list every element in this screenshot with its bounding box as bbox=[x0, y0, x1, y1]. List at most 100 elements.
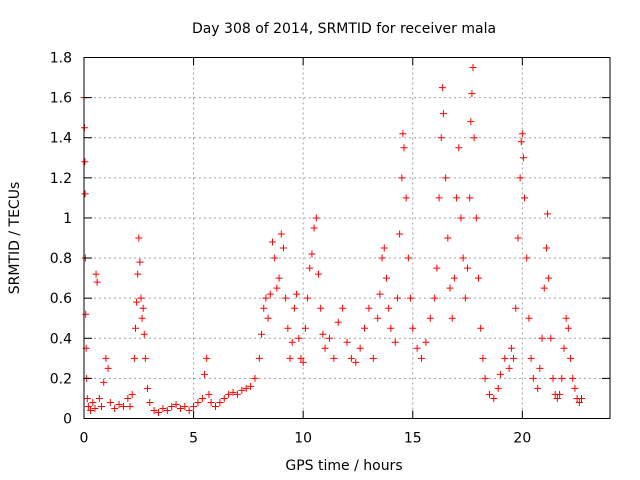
data-point bbox=[220, 394, 228, 402]
x-tick-label: 0 bbox=[80, 431, 89, 447]
data-point bbox=[507, 344, 515, 352]
data-point bbox=[426, 314, 434, 322]
data-point bbox=[207, 398, 215, 406]
data-point bbox=[137, 294, 145, 302]
y-tick-label: 0.2 bbox=[50, 371, 72, 387]
grid bbox=[84, 57, 610, 419]
data-point bbox=[457, 214, 465, 222]
data-point bbox=[562, 314, 570, 322]
data-point bbox=[569, 374, 577, 382]
data-point bbox=[490, 394, 498, 402]
data-point bbox=[393, 294, 401, 302]
data-point bbox=[479, 354, 487, 362]
data-point bbox=[448, 314, 456, 322]
data-point bbox=[308, 250, 316, 258]
y-tick-label: 0 bbox=[63, 412, 72, 428]
data-point bbox=[560, 344, 568, 352]
data-point bbox=[467, 118, 475, 126]
data-point bbox=[398, 174, 406, 182]
data-point bbox=[290, 304, 298, 312]
data-point bbox=[150, 406, 158, 414]
data-point bbox=[104, 364, 112, 372]
x-tick-label: 15 bbox=[404, 431, 422, 447]
y-tick-label: 1.8 bbox=[50, 51, 72, 67]
data-point bbox=[540, 284, 548, 292]
data-point bbox=[176, 404, 184, 412]
data-point bbox=[433, 264, 441, 272]
data-point bbox=[198, 394, 206, 402]
axis-ticks: 0 0.2 0.4 0.6 0.8 1 1.2 1.4 1.6 1.8 0 5 10 15 20 bbox=[50, 51, 610, 447]
data-point bbox=[343, 338, 351, 346]
data-point bbox=[361, 324, 369, 332]
y-tick-label: 1.4 bbox=[50, 131, 72, 147]
data-point bbox=[477, 324, 485, 332]
data-point bbox=[136, 258, 144, 266]
data-point bbox=[304, 294, 312, 302]
data-point bbox=[450, 274, 458, 282]
data-point bbox=[422, 338, 430, 346]
data-point bbox=[538, 334, 546, 342]
data-point bbox=[163, 406, 171, 414]
data-point bbox=[295, 334, 303, 342]
data-point bbox=[95, 394, 103, 402]
data-point bbox=[347, 354, 355, 362]
data-point bbox=[297, 354, 305, 362]
data-point bbox=[339, 304, 347, 312]
y-tick-label: 1.2 bbox=[50, 171, 72, 187]
data-point bbox=[93, 278, 101, 286]
data-point bbox=[459, 254, 467, 262]
data-point bbox=[258, 330, 266, 338]
x-tick-label: 5 bbox=[189, 431, 198, 447]
data-point bbox=[98, 402, 106, 410]
data-point bbox=[141, 354, 149, 362]
data-point bbox=[233, 390, 241, 398]
data-point bbox=[203, 354, 211, 362]
data-point bbox=[84, 402, 92, 410]
data-series bbox=[80, 64, 586, 416]
data-point bbox=[89, 398, 97, 406]
data-point bbox=[334, 318, 342, 326]
data-point bbox=[481, 374, 489, 382]
data-point bbox=[168, 402, 176, 410]
y-tick-label: 1.6 bbox=[50, 91, 72, 107]
chart-title: Day 308 of 2014, SRMTID for receiver mal… bbox=[192, 21, 496, 37]
data-point bbox=[527, 354, 535, 362]
data-point bbox=[545, 274, 553, 282]
data-point bbox=[519, 154, 527, 162]
x-tick-label: 20 bbox=[513, 431, 531, 447]
data-point bbox=[525, 314, 533, 322]
data-point bbox=[437, 134, 445, 142]
x-tick-label: 10 bbox=[294, 431, 312, 447]
data-point bbox=[159, 404, 167, 412]
data-point bbox=[514, 234, 522, 242]
data-point bbox=[418, 354, 426, 362]
data-point bbox=[268, 238, 276, 246]
data-point bbox=[124, 394, 132, 402]
data-point bbox=[181, 402, 189, 410]
data-point bbox=[306, 264, 314, 272]
data-point bbox=[409, 324, 417, 332]
data-point bbox=[404, 254, 412, 262]
data-point bbox=[413, 344, 421, 352]
data-point bbox=[251, 374, 259, 382]
data-point bbox=[325, 334, 333, 342]
data-point bbox=[496, 370, 504, 378]
data-point bbox=[446, 284, 454, 292]
data-point bbox=[517, 138, 525, 146]
data-point bbox=[464, 264, 472, 272]
data-point bbox=[83, 394, 91, 402]
data-point bbox=[442, 174, 450, 182]
data-point bbox=[273, 284, 281, 292]
data-point bbox=[247, 382, 255, 390]
data-point bbox=[330, 354, 338, 362]
data-point bbox=[469, 64, 477, 72]
data-point bbox=[558, 374, 566, 382]
data-point bbox=[139, 304, 147, 312]
data-point bbox=[494, 384, 502, 392]
data-point bbox=[536, 364, 544, 372]
data-point bbox=[461, 294, 469, 302]
data-point bbox=[510, 354, 518, 362]
data-point bbox=[374, 314, 382, 322]
data-point bbox=[369, 354, 377, 362]
data-point bbox=[238, 386, 246, 394]
